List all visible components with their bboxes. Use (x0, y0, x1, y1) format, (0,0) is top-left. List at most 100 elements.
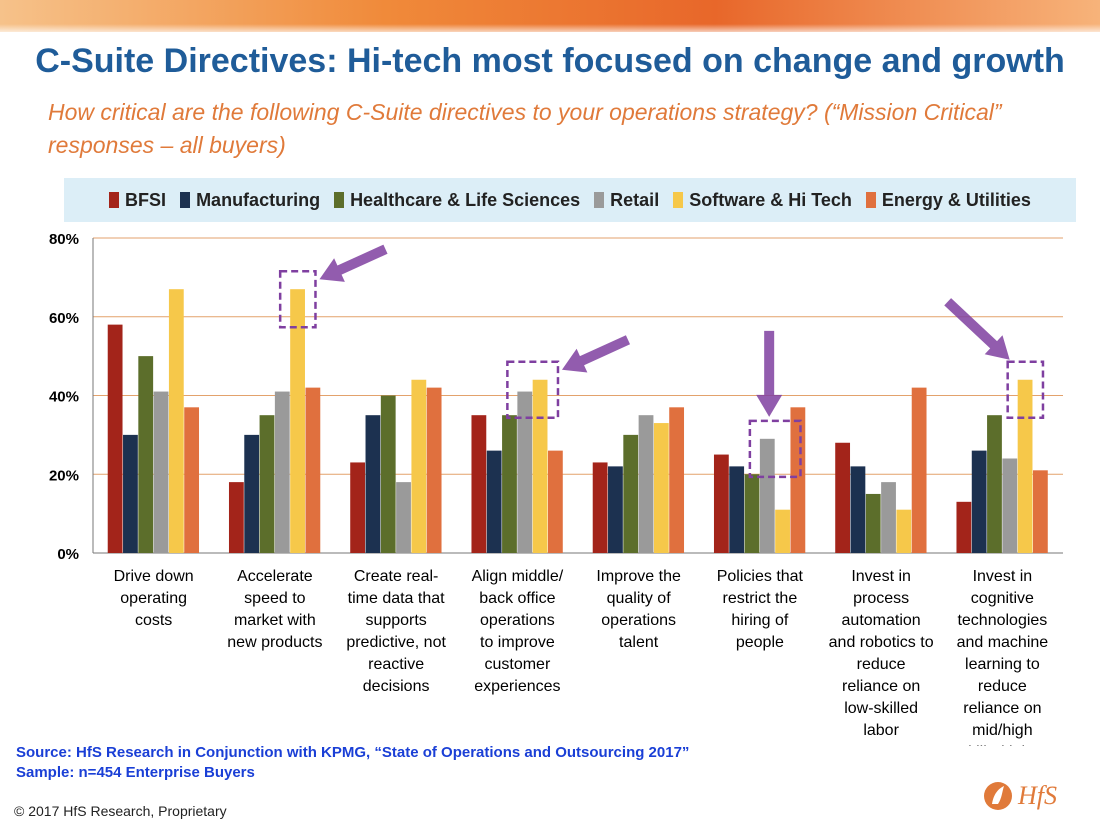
x-category-label-line: quality of (607, 590, 672, 607)
bar (365, 415, 381, 553)
legend-swatch (865, 192, 876, 208)
bar (426, 387, 442, 553)
highlight-box (1006, 360, 1045, 419)
bar (290, 289, 305, 553)
bar (502, 415, 517, 553)
bar (1017, 379, 1033, 553)
x-category-label-line: time data that (348, 590, 446, 607)
x-category-label-line: back office (479, 590, 555, 607)
x-category-label-line: predictive, not (346, 634, 446, 651)
highlight-arrow (561, 335, 631, 373)
x-category-label-line: Policies that (717, 568, 804, 585)
x-category-label-line: reliance on (842, 678, 920, 695)
bar (396, 482, 411, 553)
x-category-label-line: Accelerate (237, 568, 313, 585)
legend-item: Software & Hi Tech (673, 190, 852, 211)
source-citation: Source: HfS Research in Conjunction with… (16, 744, 690, 761)
highlight-arrow (944, 298, 1010, 360)
bar (107, 324, 123, 553)
bar (592, 462, 608, 553)
bar (956, 501, 972, 553)
x-category-label-line: people (736, 634, 784, 651)
bar (911, 387, 927, 553)
top-band-fade (0, 24, 1100, 36)
bar (244, 434, 260, 553)
bar (638, 415, 654, 553)
arrow-shape (944, 298, 1010, 360)
x-category-label-line: hiring of (731, 612, 788, 629)
legend-label: Manufacturing (196, 189, 321, 210)
slide-subtitle: How critical are the following C-Suite d… (48, 99, 1002, 158)
y-tick-label: 0% (57, 546, 79, 563)
x-category-label-line: and machine (957, 634, 1049, 651)
x-category-label: Accelerate speed to market with new product… (227, 568, 322, 651)
x-category-label: Invest in process automation and robotics t… (829, 568, 934, 739)
x-category-label: Drive down operating costs (114, 568, 194, 629)
x-category-label-line: technologies (957, 612, 1047, 629)
bar (138, 356, 154, 553)
legend-item: Energy & Utilities (865, 190, 1031, 211)
x-category-label-line: mid/high (972, 722, 1032, 739)
x-category-label-line: customer (484, 656, 550, 673)
chart-legend: BFSI Manufacturing Healthcare & Life Scien… (64, 178, 1076, 222)
legend-item: BFSI (109, 190, 166, 211)
copyright-text: © 2017 HfS Research, Proprietary (14, 803, 227, 819)
hfs-logo: HfS (984, 781, 1057, 810)
bar (729, 466, 745, 553)
bar (380, 395, 396, 553)
x-category-label-line: operations (601, 612, 676, 629)
bar (547, 450, 563, 553)
legend-label: Retail (610, 189, 660, 210)
x-category-label-line: decisions (363, 678, 430, 695)
x-category-label: Policies that restrict the hiring of people (717, 568, 804, 651)
x-category-label-line: restrict the (723, 590, 798, 607)
x-category-label-line: speed to (244, 590, 305, 607)
bar (411, 379, 427, 553)
bar (775, 509, 790, 553)
x-category-label-line: labor (863, 722, 899, 739)
x-category-label-line: new products (227, 634, 322, 651)
bar (669, 407, 685, 553)
x-category-label-line: learning to (965, 656, 1040, 673)
bar (532, 379, 548, 553)
bar (987, 415, 1002, 553)
arrow-shape (756, 330, 783, 417)
bar (517, 391, 533, 553)
legend-item: Retail (594, 190, 659, 211)
x-category-label-line: Improve the (596, 568, 681, 585)
bar (835, 442, 851, 553)
bar (259, 415, 275, 553)
svg-text:HfS: HfS (1017, 781, 1057, 810)
legend-item: Manufacturing (180, 190, 320, 211)
highlight-arrow (319, 244, 388, 282)
x-category-label-line: Align middle/ (472, 568, 564, 585)
x-category-label-line: reliance on (963, 700, 1041, 717)
legend-swatch (109, 192, 120, 208)
legend-label: Software & Hi Tech (689, 189, 852, 210)
slide-title: C-Suite Directives: Hi-tech most focused… (35, 42, 1065, 80)
x-category-label-line: and robotics to (829, 634, 934, 651)
bar (713, 454, 729, 553)
x-category-label-line: Invest in (851, 568, 911, 585)
highlight-box (278, 269, 317, 329)
x-category-label-line: Drive down (114, 568, 194, 585)
legend-item: Healthcare & Life Sciences (334, 190, 580, 211)
bar (759, 438, 775, 553)
highlight-arrow (756, 330, 783, 417)
bar (471, 415, 487, 553)
y-tick-label: 20% (49, 467, 79, 484)
x-category-label-line: process (853, 590, 909, 607)
x-category-label-line: automation (842, 612, 921, 629)
x-category-label-line: operations (480, 612, 555, 629)
y-tick-label: 80% (49, 231, 79, 248)
bar (1032, 470, 1048, 553)
legend-swatch (180, 192, 191, 208)
bar (653, 423, 669, 553)
x-category-label-line: market with (234, 612, 316, 629)
y-tick-label: 40% (49, 389, 79, 406)
x-category-label-line: supports (365, 612, 426, 629)
bar (608, 466, 623, 553)
bar (168, 289, 184, 553)
x-category-label-line: talent (619, 634, 659, 651)
x-category-label-line: to improve (480, 634, 555, 651)
